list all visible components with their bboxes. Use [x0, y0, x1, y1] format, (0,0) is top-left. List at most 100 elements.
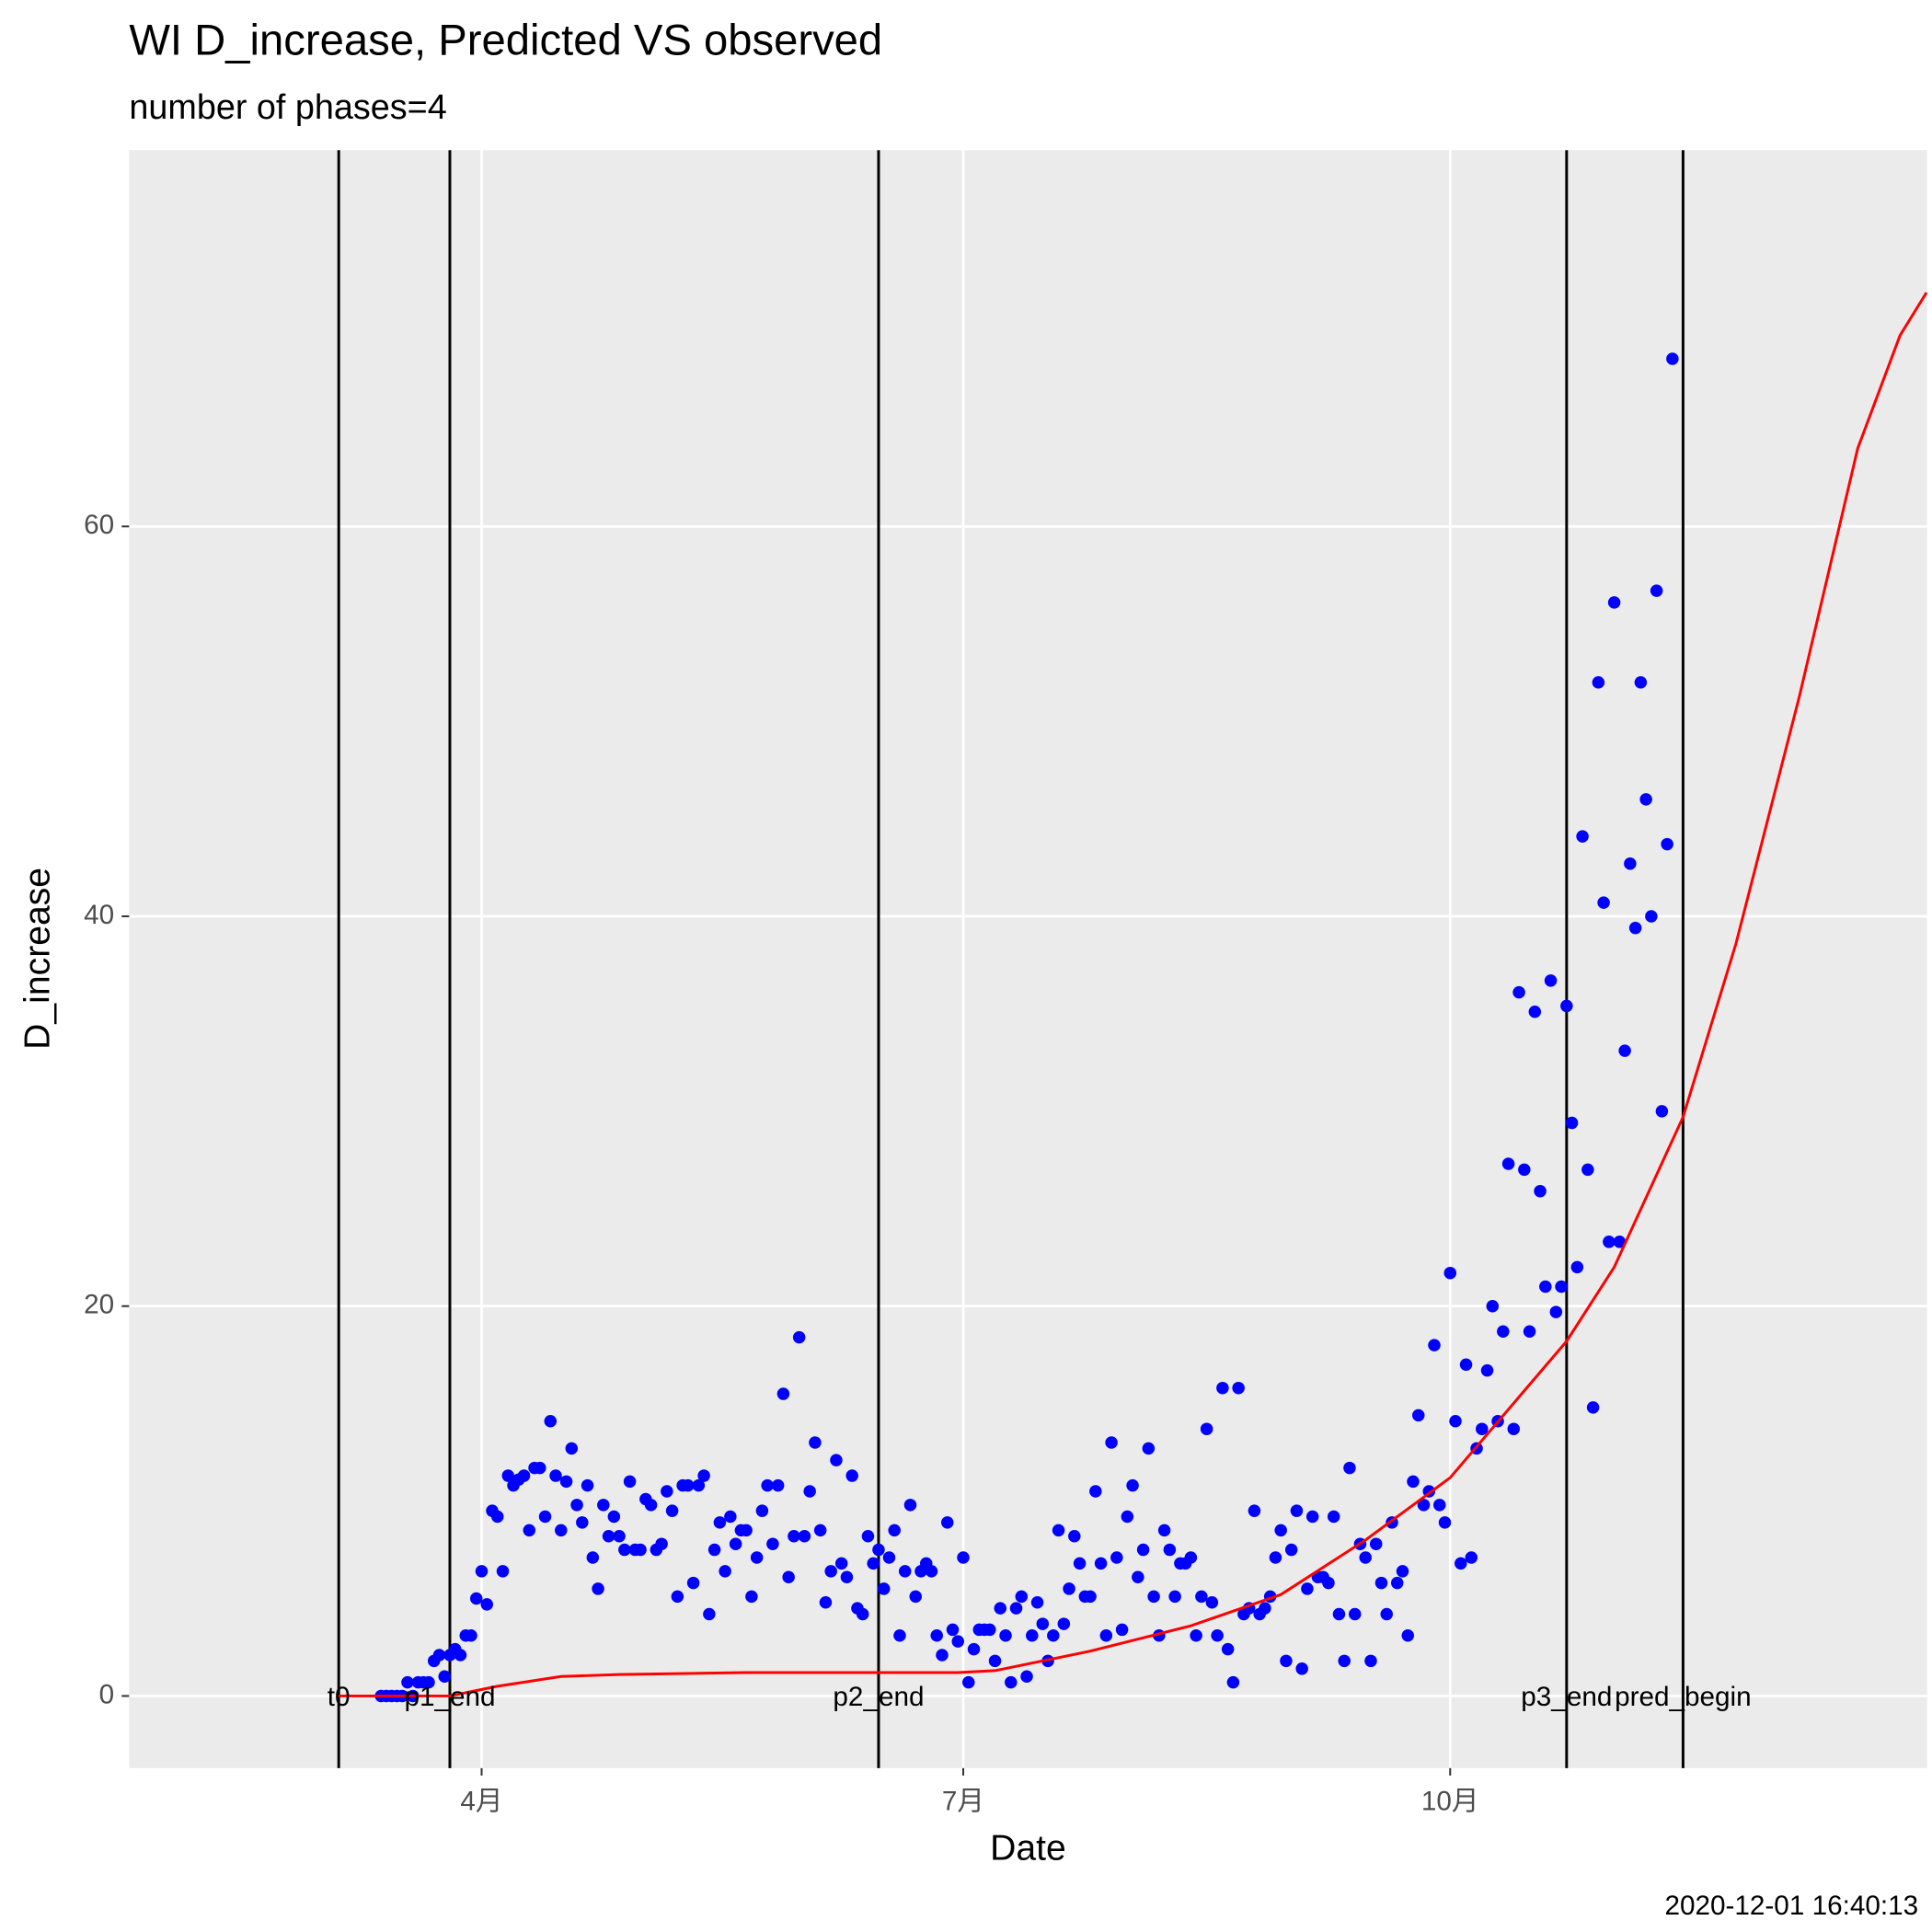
- data-point: [1539, 1280, 1552, 1294]
- data-point: [1216, 1381, 1229, 1395]
- data-point: [1455, 1557, 1467, 1570]
- data-point: [1534, 1184, 1547, 1198]
- data-point: [1190, 1629, 1202, 1642]
- data-point: [988, 1654, 1002, 1668]
- data-point: [1205, 1596, 1219, 1609]
- data-point: [1570, 1260, 1584, 1274]
- data-point: [1507, 1422, 1521, 1435]
- data-point: [957, 1551, 970, 1564]
- data-point: [1094, 1557, 1108, 1570]
- data-point: [692, 1478, 706, 1492]
- data-point: [1026, 1629, 1039, 1642]
- y-tick-label: 20: [84, 1290, 114, 1320]
- data-point: [745, 1590, 758, 1604]
- data-point: [893, 1629, 906, 1642]
- data-point: [1528, 1006, 1542, 1018]
- y-tick-label: 60: [84, 510, 114, 540]
- data-point: [602, 1529, 615, 1543]
- data-point: [755, 1504, 769, 1517]
- data-point: [1655, 1105, 1669, 1118]
- data-point: [1121, 1510, 1134, 1524]
- data-point: [776, 1387, 790, 1400]
- data-point: [1200, 1422, 1213, 1435]
- data-point: [1269, 1551, 1282, 1564]
- data-point: [401, 1675, 414, 1689]
- data-point: [1136, 1543, 1150, 1557]
- data-point: [544, 1414, 558, 1428]
- data-point: [1407, 1475, 1420, 1489]
- phase-label: p1_end: [404, 1682, 495, 1712]
- data-point: [570, 1499, 583, 1512]
- data-point: [1449, 1414, 1462, 1428]
- data-point: [1015, 1590, 1029, 1604]
- data-point: [1549, 1305, 1563, 1318]
- chart-subtitle: number of phases=4: [129, 88, 446, 127]
- data-point: [967, 1642, 981, 1656]
- data-point: [1565, 1116, 1579, 1130]
- data-point: [1084, 1590, 1097, 1604]
- y-tick-label: 40: [84, 900, 114, 930]
- data-point: [1592, 675, 1605, 689]
- data-point: [941, 1516, 954, 1529]
- data-point: [475, 1565, 489, 1578]
- data-point: [750, 1551, 764, 1564]
- data-point: [618, 1543, 631, 1557]
- data-point: [707, 1543, 721, 1557]
- data-point: [1518, 1163, 1531, 1177]
- data-point: [1618, 1044, 1631, 1057]
- data-point: [840, 1570, 854, 1583]
- data-point: [1348, 1607, 1362, 1621]
- data-point: [682, 1478, 695, 1492]
- data-point: [909, 1590, 922, 1604]
- data-point: [1666, 352, 1679, 365]
- data-point: [671, 1590, 684, 1604]
- data-point: [686, 1576, 700, 1590]
- data-point: [1184, 1551, 1198, 1564]
- data-point: [713, 1516, 727, 1529]
- data-point: [1343, 1461, 1356, 1475]
- predicted-line: [339, 292, 1928, 1697]
- data-point: [1068, 1529, 1081, 1543]
- data-point: [792, 1330, 806, 1344]
- data-point: [999, 1629, 1012, 1642]
- data-point: [697, 1469, 710, 1482]
- data-point: [1259, 1602, 1271, 1615]
- data-point: [1157, 1524, 1171, 1537]
- data-point: [803, 1485, 816, 1498]
- data-point: [703, 1607, 716, 1621]
- data-point: [1168, 1590, 1181, 1604]
- data-point: [946, 1623, 960, 1637]
- data-point: [1661, 837, 1673, 851]
- data-point: [882, 1551, 896, 1564]
- data-point: [1036, 1617, 1050, 1630]
- data-point: [1332, 1607, 1346, 1621]
- data-point: [872, 1543, 885, 1557]
- data-point: [469, 1592, 483, 1605]
- data-point: [1501, 1157, 1515, 1170]
- data-point: [861, 1529, 875, 1543]
- data-point: [454, 1649, 467, 1662]
- data-point: [936, 1649, 949, 1662]
- data-point: [1226, 1675, 1240, 1689]
- data-point: [1639, 793, 1652, 806]
- chart-title: WI D_increase, Predicted VS observed: [129, 17, 882, 65]
- data-point: [1560, 999, 1573, 1013]
- data-point: [1301, 1582, 1314, 1595]
- data-point: [665, 1504, 679, 1517]
- data-point: [1512, 985, 1525, 999]
- data-point: [555, 1524, 568, 1537]
- data-point: [1290, 1504, 1304, 1517]
- data-point: [1486, 1299, 1500, 1313]
- data-point: [1030, 1596, 1044, 1609]
- marks: [337, 150, 1928, 1768]
- phase-label: p3_end: [1521, 1682, 1612, 1712]
- data-point: [771, 1478, 785, 1492]
- data-point: [501, 1469, 515, 1482]
- data-point: [613, 1529, 626, 1543]
- x-tick-label: 10月: [1421, 1786, 1479, 1816]
- data-point: [809, 1436, 822, 1449]
- data-point: [856, 1607, 869, 1621]
- data-point: [1369, 1537, 1383, 1550]
- plot-panel: [129, 150, 1927, 1768]
- data-point: [1099, 1629, 1113, 1642]
